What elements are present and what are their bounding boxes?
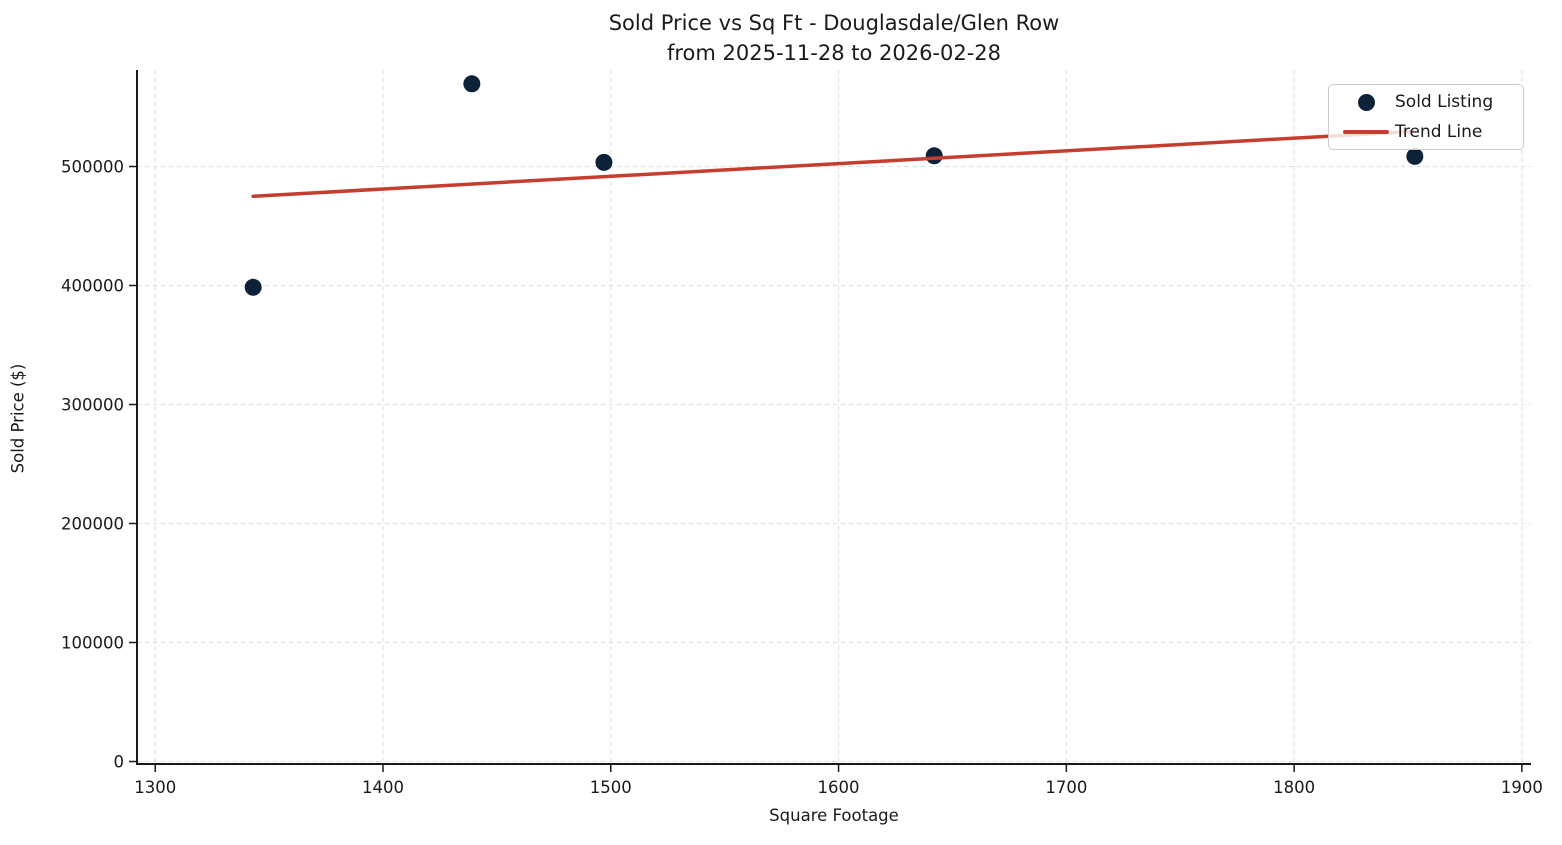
legend-marker-cell <box>1337 130 1395 134</box>
y-tick-label: 500000 <box>61 158 124 177</box>
chart-subtitle: from 2025-11-28 to 2026-02-28 <box>666 41 1002 66</box>
legend-label: Sold Listing <box>1395 92 1494 112</box>
x-tick-label: 1400 <box>362 778 404 797</box>
x-axis-label: Square Footage <box>769 806 899 825</box>
x-tick-label: 1900 <box>1501 778 1543 797</box>
x-tick-label: 1800 <box>1273 778 1315 797</box>
x-tick-label: 1700 <box>1045 778 1087 797</box>
trend-line-marker-icon <box>1343 130 1389 134</box>
legend-item-trend-line: Trend Line <box>1337 117 1513 147</box>
y-tick-label: 200000 <box>61 515 124 534</box>
data-point <box>463 75 481 93</box>
data-point <box>595 153 613 171</box>
data-point <box>1406 147 1424 165</box>
legend-marker-cell <box>1337 93 1395 111</box>
y-axis-label: Sold Price ($) <box>8 363 28 474</box>
y-tick-label: 400000 <box>61 277 124 296</box>
legend-label: Trend Line <box>1395 122 1483 142</box>
x-tick-label: 1300 <box>134 778 176 797</box>
legend-item-sold-listing: Sold Listing <box>1337 87 1513 117</box>
y-tick-label: 0 <box>114 753 125 772</box>
chart-title: Sold Price vs Sq Ft - Douglasdale/Glen R… <box>608 11 1060 35</box>
sold-listing-marker-icon <box>1357 93 1375 111</box>
y-tick-label: 300000 <box>61 396 124 415</box>
x-tick-label: 1500 <box>590 778 632 797</box>
y-tick-label: 100000 <box>61 634 124 653</box>
trend-line <box>251 129 1417 199</box>
legend: Sold Listing Trend Line <box>1328 84 1524 150</box>
x-tick-label: 1600 <box>818 778 860 797</box>
data-point <box>244 278 262 296</box>
chart-title-block: Sold Price vs Sq Ft - Douglasdale/Glen R… <box>137 8 1531 69</box>
data-point <box>925 147 943 165</box>
